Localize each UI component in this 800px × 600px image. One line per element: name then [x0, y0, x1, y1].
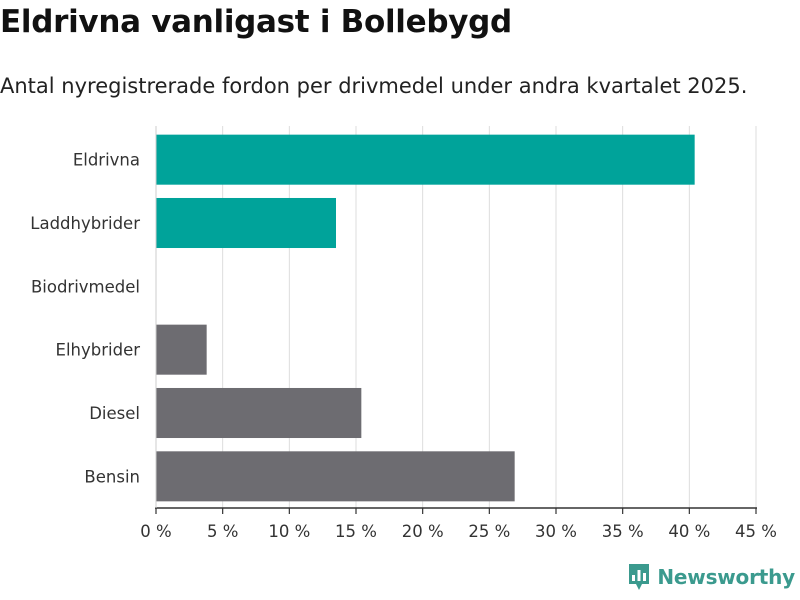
chart-subtitle: Antal nyregistrerade fordon per drivmede… [0, 74, 748, 98]
bar-diesel [156, 387, 362, 439]
x-tick-label: 25 % [468, 522, 510, 541]
x-tick-label: 15 % [335, 522, 377, 541]
x-tick-label: 0 % [140, 522, 171, 541]
category-label: Eldrivna [73, 151, 140, 170]
x-axis: 0 % 5 % 10 % 15 % 20 % 25 % 30 % 35 % 40 % 45 % [140, 126, 777, 541]
category-label: Biodrivmedel [31, 277, 140, 296]
x-tick-label: 45 % [735, 522, 777, 541]
brand-name: Newsworthy [657, 565, 795, 589]
x-tick-label: 35 % [602, 522, 644, 541]
x-tick-label: 20 % [402, 522, 444, 541]
bar-chart-pin-icon [629, 564, 650, 590]
bars [156, 134, 695, 502]
x-tick-label: 10 % [268, 522, 310, 541]
bar-laddhybrider [156, 197, 336, 249]
x-tick-label: 40 % [668, 522, 710, 541]
category-labels: Eldrivna Laddhybrider Biodrivmedel Elhybrid… [30, 151, 140, 487]
bar-bensin [156, 451, 515, 502]
newsworthy-logo: Newsworthy [627, 562, 795, 592]
category-label: Laddhybrider [30, 214, 140, 233]
chart-title: Eldrivna vanligast i Bollebygd [0, 4, 512, 40]
gridlines [222, 126, 757, 508]
category-label: Bensin [84, 467, 140, 486]
bar-eldrivna [156, 134, 695, 185]
category-label: Diesel [89, 404, 140, 423]
x-tick-label: 30 % [535, 522, 577, 541]
category-label: Elhybrider [56, 341, 141, 360]
bar-elhybrider [156, 324, 207, 375]
x-tick-label: 5 % [207, 522, 238, 541]
